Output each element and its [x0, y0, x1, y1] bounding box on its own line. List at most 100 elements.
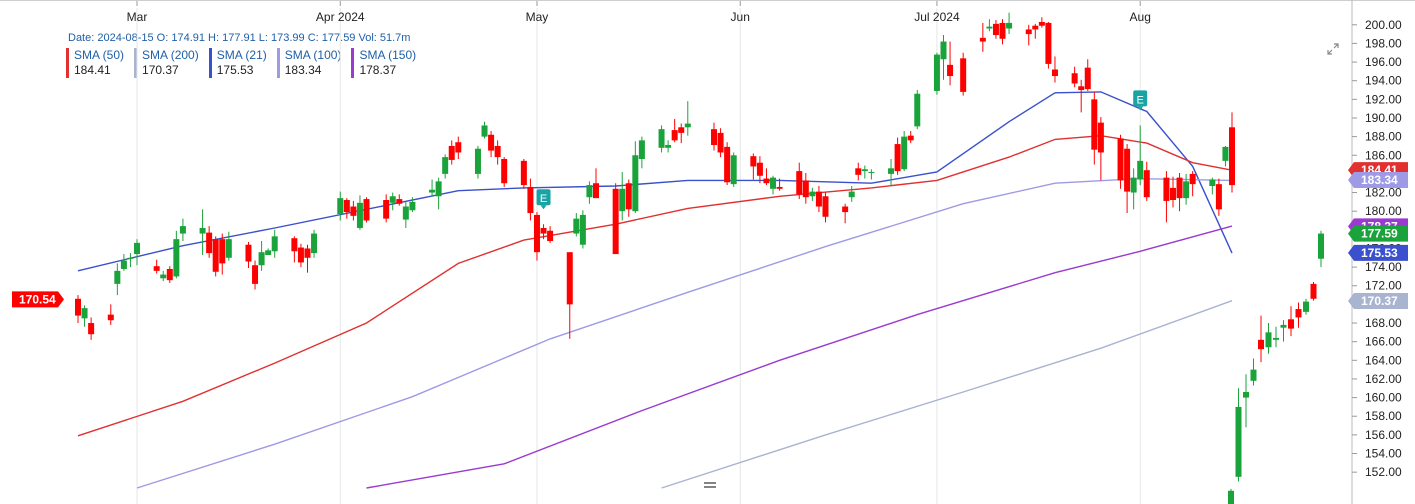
candle: [1250, 369, 1257, 381]
candle: [81, 308, 88, 319]
candle: [1222, 146, 1229, 161]
candle: [1091, 99, 1098, 150]
candle: [402, 206, 409, 220]
series-line: [661, 300, 1233, 489]
candle: [160, 274, 167, 279]
candle: [271, 236, 278, 252]
candle: [1078, 86, 1085, 91]
candle: [671, 130, 678, 141]
candle: [770, 177, 777, 189]
y-tick-label: 152.00: [1365, 465, 1402, 479]
candle: [356, 202, 363, 228]
candle: [842, 206, 849, 213]
candle: [763, 178, 770, 184]
candle: [625, 183, 632, 210]
candle: [1163, 177, 1170, 201]
candle: [494, 145, 501, 158]
candle: [684, 123, 691, 128]
legend-item-sma-50[interactable]: SMA (50) 184.41: [66, 48, 124, 78]
candle: [888, 168, 895, 174]
candle: [586, 185, 593, 198]
candle: [1032, 25, 1039, 30]
candle: [1229, 127, 1235, 186]
candle: [1006, 22, 1013, 29]
legend-item-sma-150[interactable]: SMA (150) 178.37: [351, 48, 416, 78]
candle: [455, 142, 462, 153]
candle: [979, 37, 986, 42]
candle: [1051, 69, 1058, 77]
candle: [822, 196, 829, 217]
candle: [343, 200, 350, 213]
candle: [1143, 170, 1150, 198]
candle: [1169, 187, 1176, 200]
candle: [868, 172, 875, 174]
earnings-marker[interactable]: [1133, 90, 1148, 107]
candle: [573, 218, 580, 234]
candle: [134, 242, 141, 255]
candle: [265, 250, 272, 255]
expand-icon[interactable]: [1326, 42, 1340, 56]
y-tick-label: 166.00: [1365, 335, 1402, 349]
x-tick-label: May: [526, 10, 549, 24]
candle: [520, 160, 527, 186]
candle: [1273, 337, 1279, 340]
candle: [1209, 179, 1216, 187]
candle: [802, 180, 809, 198]
candle: [901, 136, 908, 170]
candle: [861, 169, 868, 172]
candle: [1045, 22, 1052, 64]
earnings-marker[interactable]: [536, 189, 551, 206]
candle: [986, 26, 993, 29]
candle: [540, 227, 547, 234]
earnings-marker-label: E: [1137, 94, 1144, 106]
candle: [1130, 177, 1137, 193]
legend-item-sma-100[interactable]: SMA (100) 183.34: [276, 48, 341, 78]
candle: [750, 156, 757, 167]
candle: [756, 162, 763, 176]
candle: [1215, 184, 1222, 210]
candle: [1071, 73, 1078, 84]
price-tag: [1348, 172, 1408, 189]
legend-name: SMA (50): [74, 48, 125, 62]
candle: [1038, 21, 1045, 26]
y-tick-label: 180.00: [1365, 204, 1402, 218]
x-tick-label: Jul 2024: [914, 10, 960, 24]
indicator-legend: SMA (50) 184.41 SMA (200) 170.37 SMA (21…: [66, 48, 416, 78]
y-tick-label: 168.00: [1365, 316, 1402, 330]
y-tick-label: 196.00: [1365, 55, 1402, 69]
candle: [894, 144, 901, 172]
legend-name: SMA (21): [216, 48, 267, 62]
candle: [1124, 148, 1131, 192]
candle: [389, 196, 396, 203]
candle: [88, 323, 95, 335]
candle: [363, 199, 370, 221]
legend-swatch: [134, 48, 138, 78]
candle: [481, 125, 488, 137]
candle: [1183, 181, 1190, 199]
candle: [566, 252, 573, 305]
candle: [153, 266, 160, 271]
y-tick-label: 172.00: [1365, 279, 1402, 293]
legend-item-sma-200[interactable]: SMA (200) 170.37: [134, 48, 199, 78]
last-price-tag: [12, 291, 64, 308]
candle: [1280, 324, 1287, 328]
ohlc-readout: Date: 2024-08-15 O: 174.91 H: 177.91 L: …: [68, 32, 411, 44]
y-tick-label: 186.00: [1365, 148, 1402, 162]
price-tag: [1348, 292, 1408, 309]
legend-item-sma-21[interactable]: SMA (21) 175.53: [208, 48, 267, 78]
candle: [914, 93, 921, 127]
candle: [488, 134, 495, 151]
candle: [501, 158, 508, 184]
earnings-marker-pointer: [1137, 106, 1144, 111]
price-tag-label: 177.59: [1361, 227, 1398, 241]
legend-swatch: [351, 48, 355, 78]
legend-swatch: [66, 48, 69, 78]
y-tick-label: 160.00: [1365, 391, 1402, 405]
legend-value: 170.37: [142, 63, 179, 77]
legend-value: 184.41: [74, 63, 111, 77]
candle: [114, 270, 121, 284]
candle: [1258, 339, 1264, 350]
price-tag: [1348, 244, 1408, 261]
candle: [809, 191, 816, 197]
